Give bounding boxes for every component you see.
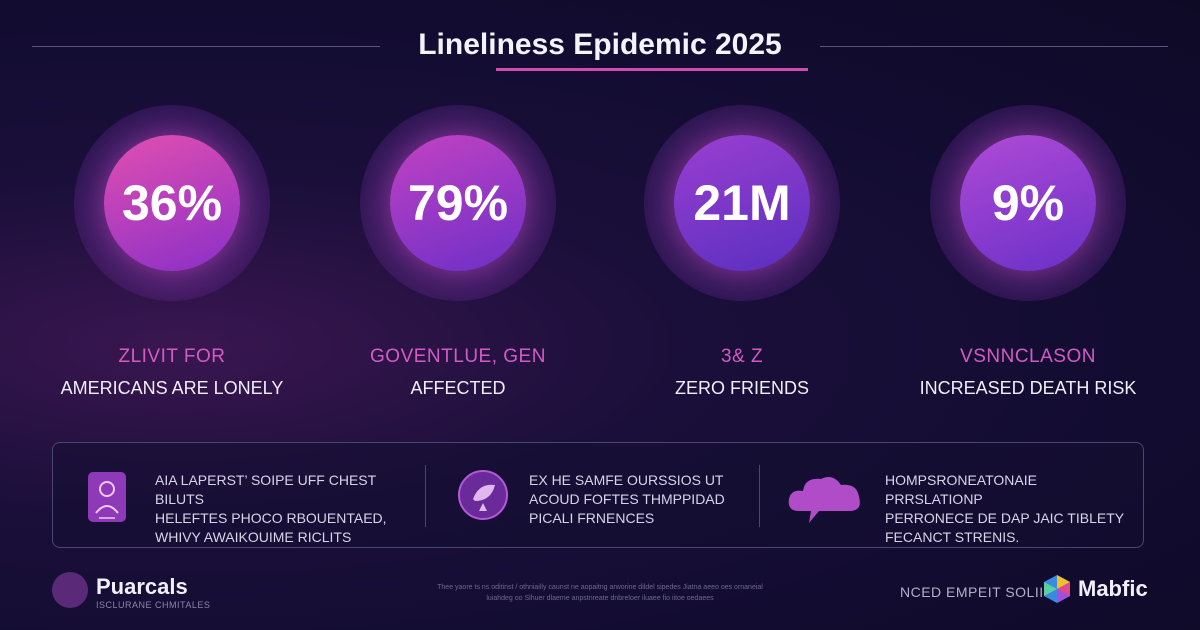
title-underline bbox=[496, 68, 808, 71]
info-item-3: HOMPSRONEATONAIE PRRSLATIONP PERRONECE D… bbox=[787, 443, 1137, 549]
person-profile-icon bbox=[88, 472, 126, 522]
header-divider-right bbox=[820, 46, 1168, 47]
footnote-line: Thee yaore ts ns oditinst / othniailly c… bbox=[437, 584, 763, 591]
stat-value-circle: 79% bbox=[390, 135, 526, 271]
stat-label: AFFECTED bbox=[410, 378, 506, 398]
stat-card-1: 36% ZLIVIT FOR AMERICANS ARE LONELY bbox=[42, 100, 302, 420]
header: Lineliness Epidemic 2025 bbox=[0, 28, 1200, 78]
info-line: EX HE SAMFE OURSSIOS UT bbox=[529, 472, 724, 488]
panel-divider bbox=[759, 465, 760, 527]
brand-right-name[interactable]: Mabfic bbox=[1078, 576, 1148, 601]
brand-left-tagline: ISCLURANE CHMITALES bbox=[96, 600, 211, 610]
info-line: PERRONECE DE DAP JAIC TIBLETY bbox=[885, 510, 1125, 526]
footnote: Thee yaore ts ns oditinst / othniailly c… bbox=[380, 582, 820, 604]
info-line: HOMPSRONEATONAIE PRRSLATIONP bbox=[885, 472, 1037, 507]
info-item-text: HOMPSRONEATONAIE PRRSLATIONP PERRONECE D… bbox=[885, 471, 1135, 547]
leaf-badge-icon bbox=[458, 470, 508, 520]
info-line: ACOUD FOFTES THMPPIDAD bbox=[529, 491, 725, 507]
footer: Puarcals ISCLURANE CHMITALES Thee yaore … bbox=[0, 562, 1200, 622]
info-line: HELEFTES PHOCO RBOUENTAED, bbox=[155, 510, 387, 526]
brand-right-logo-icon[interactable] bbox=[1042, 574, 1072, 604]
brand-left-name[interactable]: Puarcals bbox=[96, 574, 188, 599]
stat-sub-label: ZLIVIT FOR bbox=[118, 346, 226, 367]
footnote-line: luiahdeg oo Slhuer dlaeme anpstnreate dn… bbox=[486, 595, 714, 602]
info-line: PICALI FRNENCES bbox=[529, 510, 655, 526]
info-item-2: EX HE SAMFE OURSSIOS UT ACOUD FOFTES THM… bbox=[457, 443, 767, 549]
stat-card-3: 21M 3& Z ZERO FRIENDS bbox=[612, 100, 872, 420]
stat-label: ZERO FRIENDS bbox=[674, 378, 809, 398]
stats-row: 36% ZLIVIT FOR AMERICANS ARE LONELY 79% … bbox=[0, 100, 1200, 420]
info-panel: AIA LAPERST’ SOIPE UFF CHEST BILUTS HELE… bbox=[52, 442, 1144, 548]
cta-link[interactable]: NCED EMPEIT SOLII bbox=[900, 584, 1044, 600]
stat-card-4: 9% VSNNCLASON INCREASED DEATH RISK bbox=[898, 100, 1158, 420]
chat-cloud-icon bbox=[788, 477, 860, 523]
stat-sub-label: VSNNCLASON bbox=[960, 346, 1096, 367]
info-line: FECANCT STRENIS. bbox=[885, 529, 1020, 545]
info-line: WHIVY AWAIKOUIME RICLITS bbox=[155, 529, 352, 545]
stat-sub-label: GOVENTLUE, GEN bbox=[370, 346, 546, 367]
stat-sub-label: 3& Z bbox=[720, 346, 764, 367]
stat-value-circle: 21M bbox=[674, 135, 810, 271]
page-title: Lineliness Epidemic 2025 bbox=[418, 28, 782, 61]
panel-divider bbox=[425, 465, 426, 527]
info-line: AIA LAPERST’ SOIPE UFF CHEST BILUTS bbox=[155, 472, 376, 507]
stat-label: INCREASED DEATH RISK bbox=[919, 378, 1137, 398]
info-item-text: AIA LAPERST’ SOIPE UFF CHEST BILUTS HELE… bbox=[155, 471, 415, 547]
header-divider-left bbox=[32, 46, 380, 47]
stat-value-circle: 9% bbox=[960, 135, 1096, 271]
stat-card-2: 79% GOVENTLUE, GEN AFFECTED bbox=[328, 100, 588, 420]
stat-label: AMERICANS ARE LONELY bbox=[60, 378, 284, 398]
info-item-1: AIA LAPERST’ SOIPE UFF CHEST BILUTS HELE… bbox=[87, 443, 417, 549]
brand-left-logo-icon[interactable] bbox=[52, 572, 88, 608]
info-item-text: EX HE SAMFE OURSSIOS UT ACOUD FOFTES THM… bbox=[529, 471, 769, 528]
stat-value-circle: 36% bbox=[104, 135, 240, 271]
